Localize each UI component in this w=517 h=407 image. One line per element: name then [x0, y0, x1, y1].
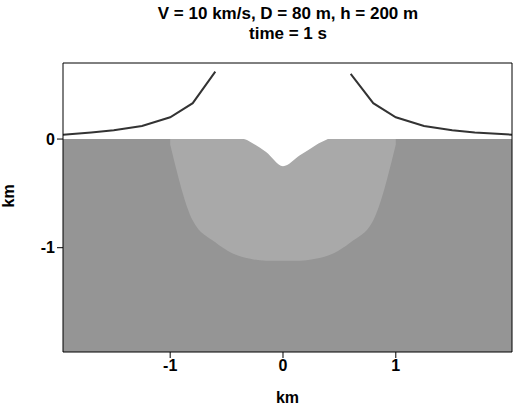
- html-text:V = 10 km/s, D = 80 m, h = 200: V = 10 km/s, D = 80 m, h = 200 m: [157, 4, 419, 23]
- svg-text:km: km: [0, 184, 17, 207]
- svg-text:-1: -1: [163, 357, 177, 374]
- svg-text:0: 0: [279, 357, 288, 374]
- svg-text:0: 0: [46, 131, 55, 148]
- svg-text:-1: -1: [41, 239, 55, 256]
- html-text:time = 1 s: time = 1 s: [249, 24, 327, 43]
- svg-text:1: 1: [391, 357, 400, 374]
- svg-text:km: km: [276, 389, 299, 406]
